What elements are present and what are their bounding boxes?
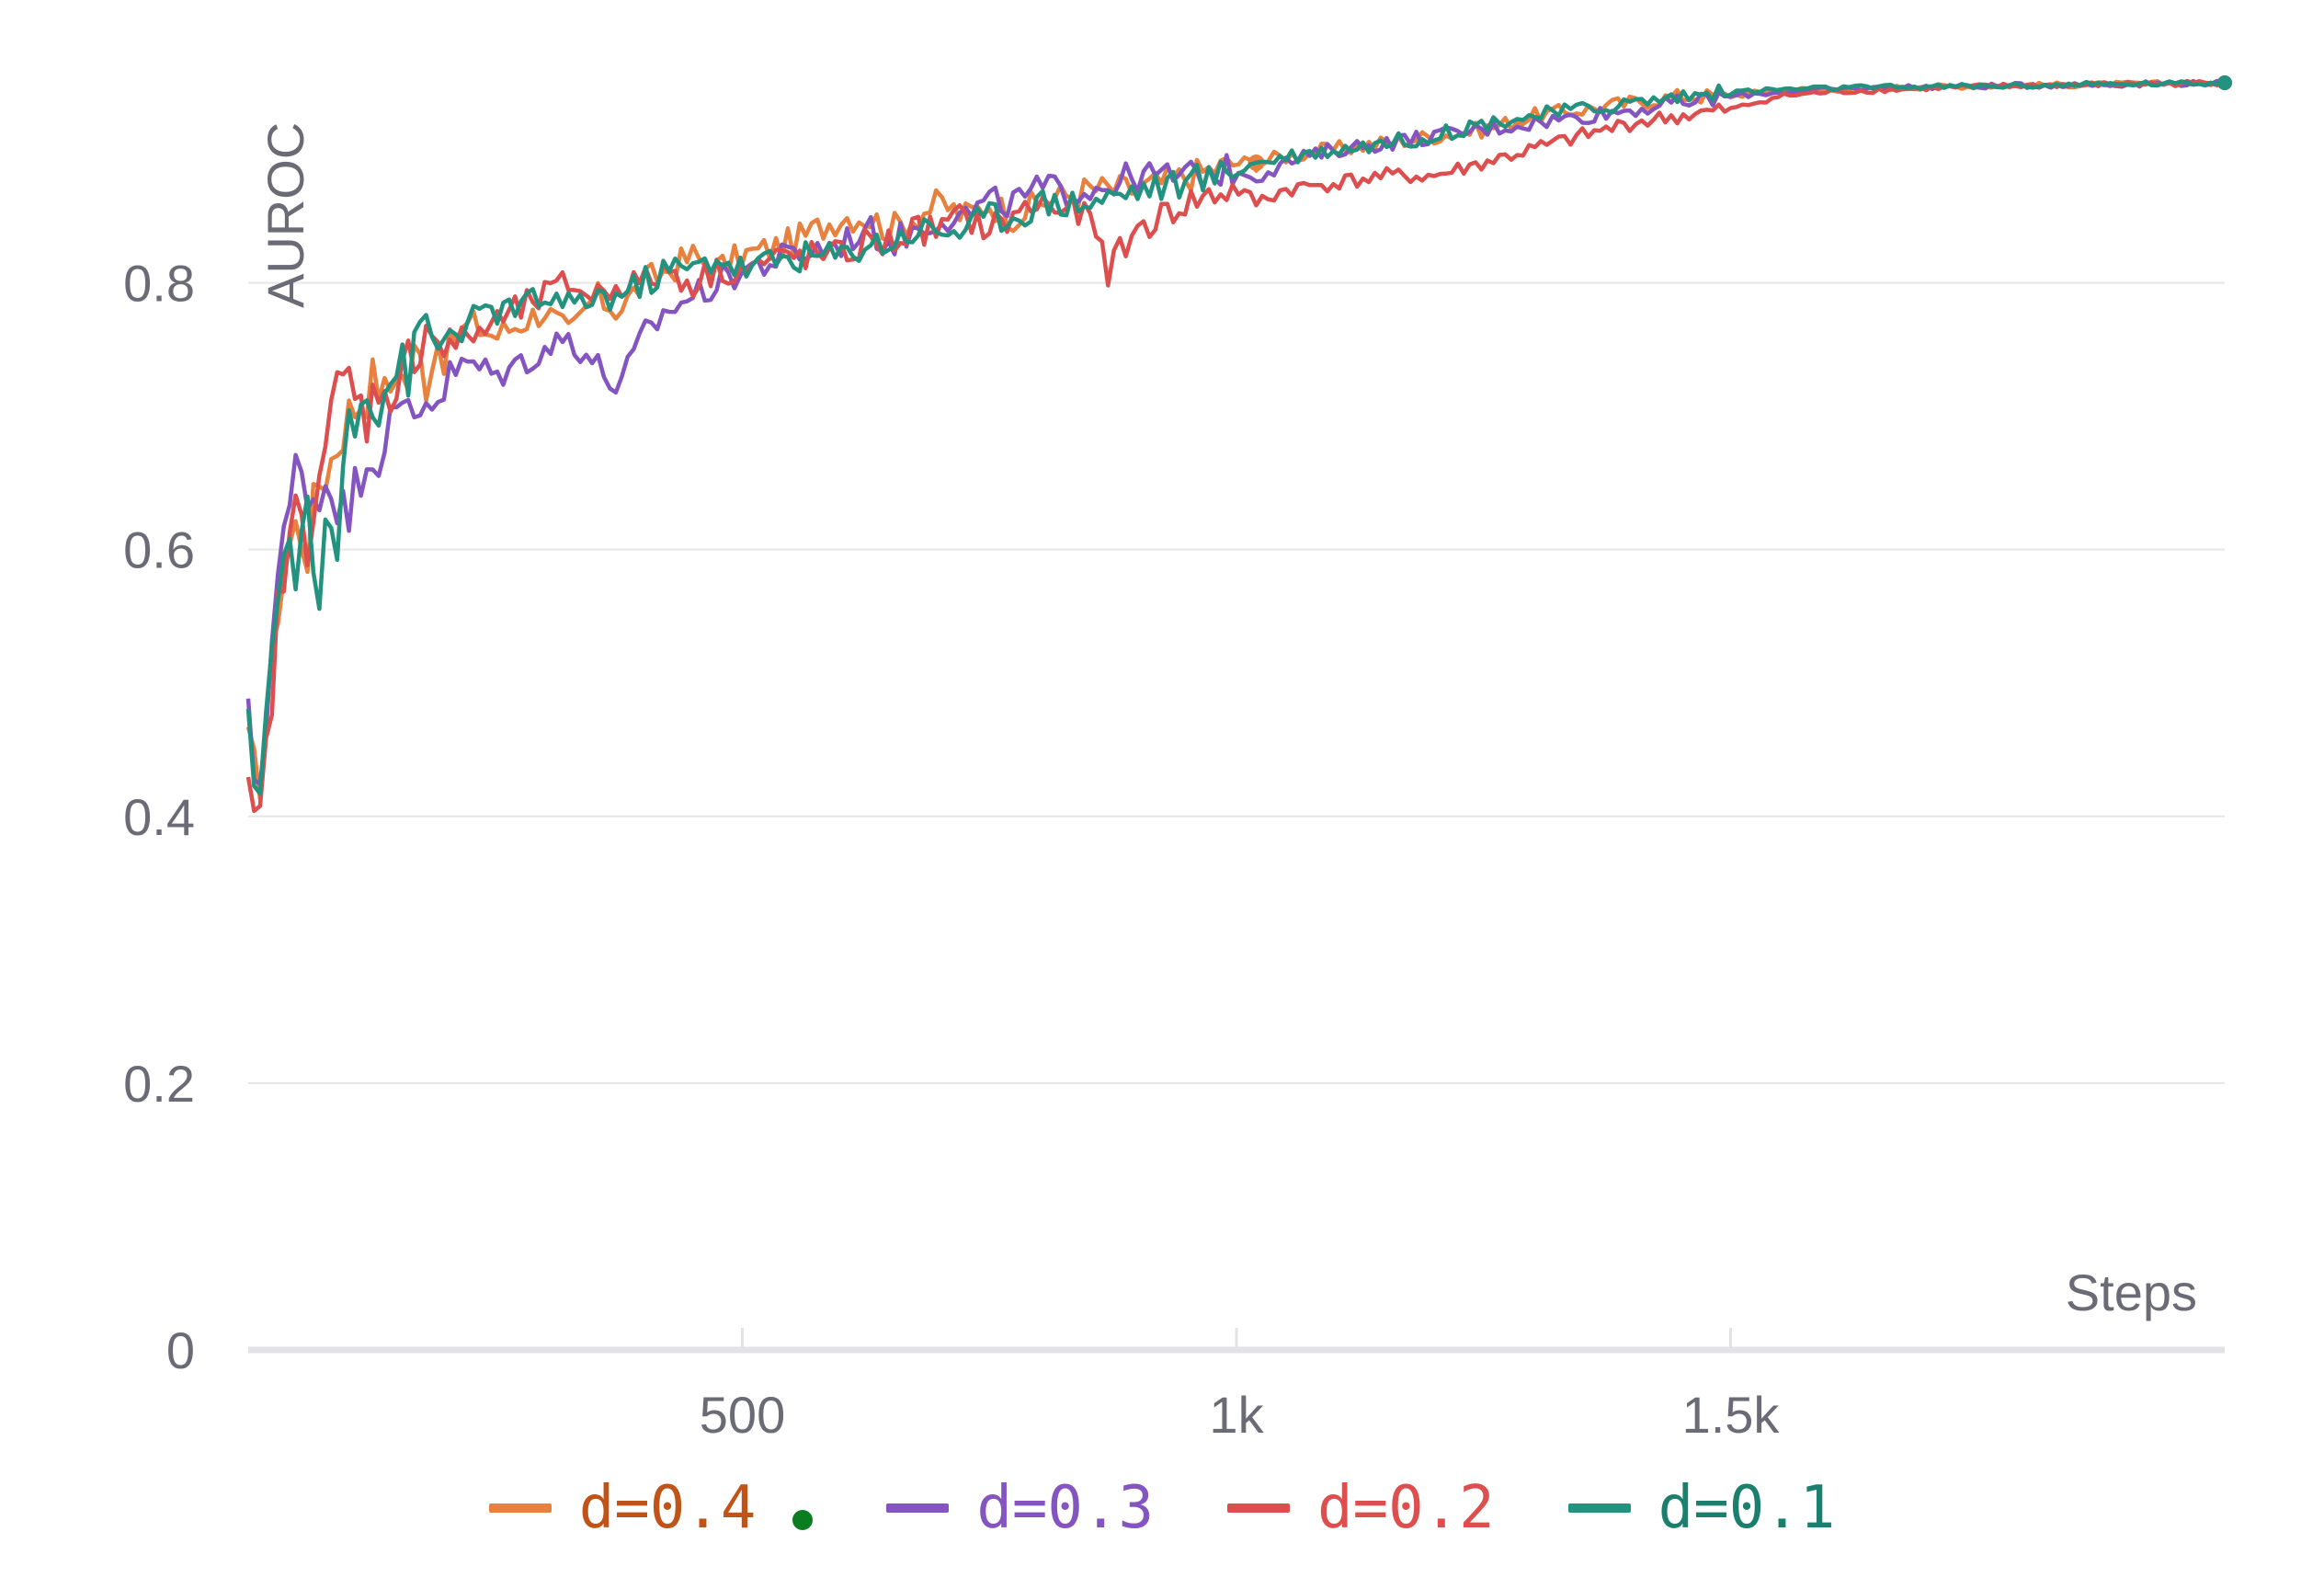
series-lines [245,75,2232,814]
legend-label: d=0.1 [1658,1474,1836,1542]
y-axis-title: AUROC [256,122,314,308]
legend-item[interactable]: d=0.2 [1227,1474,1495,1542]
legend-item[interactable]: d=0.4 [488,1474,814,1542]
legend-swatch [488,1503,552,1513]
legend-swatch [1567,1503,1631,1513]
x-axis: 500 1k 1.5k [248,1328,2225,1444]
y-tick-label: 0.4 [123,788,195,846]
y-tick-label: 0 [166,1321,195,1379]
series-end-point [2217,75,2232,90]
x-tick-label: 1k [1209,1386,1264,1444]
series-line-d=0.2 [245,78,2224,814]
y-tick-label: 0.6 [123,521,195,579]
y-tick-label: 0.2 [123,1055,195,1113]
legend-swatch [886,1503,950,1513]
x-tick-label: 500 [700,1386,785,1444]
series-line-d=0.1 [245,79,2224,796]
x-tick-label: 1.5k [1682,1386,1781,1444]
legend-label: d=0.3 [976,1474,1154,1542]
legend-item[interactable]: d=0.3 [886,1474,1154,1542]
y-tick-label: 0.8 [123,255,195,313]
gridlines [248,281,2225,1084]
legend-swatch [1227,1503,1290,1513]
x-axis-title: Steps [2066,1263,2197,1321]
chart-legend: d=0.4 d=0.3 d=0.2 d=0.1 [0,1462,2324,1554]
legend-status-dot [792,1510,814,1530]
legend-item[interactable]: d=0.1 [1567,1474,1836,1542]
legend-label: d=0.4 [578,1474,757,1542]
legend-label: d=0.2 [1317,1474,1495,1542]
y-axis: 0 0.2 0.4 0.6 0.8 [123,255,195,1379]
